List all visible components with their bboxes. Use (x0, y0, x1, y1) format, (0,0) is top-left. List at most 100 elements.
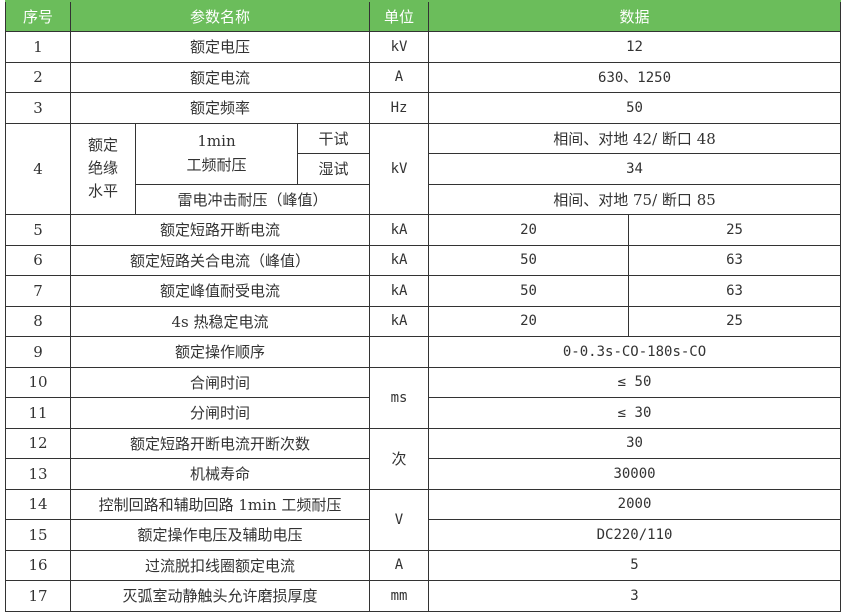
table-row-insulation-lightning: 雷电冲击耐压（峰值） 相间、对地 75/ 断口 85 (6, 183, 842, 215)
data-cell: 50 (428, 92, 842, 124)
row-number-cell: 1 (5, 31, 71, 63)
data-cell-left: 20 (428, 305, 630, 337)
data-cell: ≤ 50 (428, 366, 842, 398)
param-name-cell: 4s 热稳定电流 (69, 305, 371, 337)
table-row: 1 额定电压 kV 12 (5, 31, 842, 63)
data-cell: DC220/110 (428, 519, 842, 551)
param-name-cell: 额定短路开断电流 (69, 214, 371, 246)
data-cell: 0-0.3s-CO-180s-CO (428, 336, 842, 368)
row-number-cell: 7 (5, 275, 71, 307)
unit-cell: kV (369, 31, 430, 63)
table-row-insulation-dry: 4 额定 绝缘 水平 1min 工频耐压 干试 kV 相间、对地 42/ 断口 … (5, 122, 842, 215)
data-cell: 相间、对地 42/ 断口 48 (428, 122, 842, 154)
data-cell-left: 20 (428, 214, 630, 246)
data-cell: 30000 (428, 458, 842, 490)
data-cell-right: 63 (628, 275, 842, 307)
unit-cell: 次 (369, 427, 430, 490)
table-row: 14 控制回路和辅助回路 1min 工频耐压 V 2000 (5, 488, 842, 551)
data-cell-right: 63 (628, 244, 842, 276)
unit-cell: mm (369, 580, 430, 612)
table-row: 7 额定峰值耐受电流 kA 50 63 (5, 275, 842, 307)
param-name-cell: 控制回路和辅助回路 1min 工频耐压 (69, 488, 371, 520)
row-number-cell: 11 (5, 397, 71, 429)
unit-cell: ms (369, 366, 430, 429)
table-row: 10 合闸时间 ms ≤ 50 (5, 366, 842, 429)
param-name-cell: 机械寿命 (69, 458, 371, 490)
row-number-cell: 2 (5, 61, 71, 93)
param-name-cell: 额定频率 (69, 92, 371, 124)
unit-cell-empty (369, 336, 430, 368)
param-name-cell: 额定电流 (69, 61, 371, 93)
parameter-spec-table: 序号 参数名称 单位 数据 1 额定电压 kV 12 2 额定电流 A 630、… (5, 0, 842, 612)
row-number-cell: 10 (5, 366, 71, 398)
row-number-cell: 12 (5, 427, 71, 459)
param-name-cell: 合闸时间 (69, 366, 371, 398)
unit-cell: A (369, 549, 430, 581)
row-number-cell: 6 (5, 244, 71, 276)
data-cell: 12 (428, 31, 842, 63)
row-number-cell: 8 (5, 305, 71, 337)
row-number-cell: 13 (5, 458, 71, 490)
data-cell: 30 (428, 427, 842, 459)
param-name-cell: 额定峰值耐受电流 (69, 275, 371, 307)
data-cell: 630、1250 (428, 61, 842, 93)
row-number-cell: 4 (5, 122, 71, 215)
table-row: 15 额定操作电压及辅助电压 DC220/110 (5, 519, 842, 551)
data-cell-right: 25 (628, 214, 842, 246)
param-name-cell: 额定短路开断电流开断次数 (69, 427, 371, 459)
dry-test-label-cell: 干试 (296, 122, 371, 154)
data-cell-left: 50 (428, 244, 630, 276)
unit-cell: kA (369, 305, 430, 337)
table-row: 17 灭弧室动静触头允许磨损厚度 mm 3 (5, 580, 842, 612)
data-cell: 2000 (428, 488, 842, 520)
data-cell: 5 (428, 549, 842, 581)
unit-cell: kA (369, 275, 430, 307)
table-row: 12 额定短路开断电流开断次数 次 30 (5, 427, 842, 490)
lightning-impulse-label-cell: 雷电冲击耐压（峰值） (134, 183, 371, 215)
param-name-cell: 额定操作顺序 (69, 336, 371, 368)
unit-cell: V (369, 488, 430, 551)
row-number-cell: 14 (5, 488, 71, 520)
unit-cell: Hz (369, 92, 430, 124)
table-row: 3 额定频率 Hz 50 (5, 92, 842, 124)
row-number-cell: 17 (5, 580, 71, 612)
row-number-cell: 5 (5, 214, 71, 246)
table-row: 6 额定短路关合电流（峰值） kA 50 63 (5, 244, 842, 276)
table-row: 13 机械寿命 30000 (5, 458, 842, 490)
table-row: 16 过流脱扣线圈额定电流 A 5 (5, 549, 842, 581)
table-row: 9 额定操作顺序 0-0.3s-CO-180s-CO (5, 336, 842, 368)
table-row: 11 分闸时间 ≤ 30 (5, 397, 842, 429)
param-name-cell: 分闸时间 (69, 397, 371, 429)
wet-test-label-cell: 湿试 (296, 153, 371, 185)
power-freq-withstand-cell: 1min 工频耐压 (135, 122, 298, 185)
data-cell-right: 25 (628, 305, 842, 337)
param-name-cell: 额定操作电压及辅助电压 (69, 519, 371, 551)
unit-cell: kV (369, 122, 430, 215)
table-row: 2 额定电流 A 630、1250 (5, 61, 842, 93)
insulation-group-cell: 额定 绝缘 水平 (70, 122, 136, 215)
row-number-cell: 3 (5, 92, 71, 124)
row-number-cell: 15 (5, 519, 71, 551)
param-name-cell: 额定短路关合电流（峰值） (69, 244, 371, 276)
unit-cell: kA (369, 244, 430, 276)
data-cell: 相间、对地 75/ 断口 85 (428, 183, 842, 215)
table-row: 5 额定短路开断电流 kA 20 25 (5, 214, 842, 246)
header-row: 序号 参数名称 单位 数据 (5, 0, 842, 32)
unit-cell: A (369, 61, 430, 93)
data-cell: ≤ 30 (428, 397, 842, 429)
header-cell-unit: 单位 (369, 0, 430, 32)
param-name-cell: 额定电压 (69, 31, 371, 63)
header-cell-name: 参数名称 (69, 0, 371, 32)
unit-cell: kA (369, 214, 430, 246)
data-cell-left: 50 (428, 275, 630, 307)
row-number-cell: 16 (5, 549, 71, 581)
table-row: 8 4s 热稳定电流 kA 20 25 (5, 305, 842, 337)
table-row-insulation-wet: 湿试 34 (6, 153, 842, 185)
header-cell-no: 序号 (5, 0, 71, 32)
param-name-cell: 过流脱扣线圈额定电流 (69, 549, 371, 581)
data-cell: 34 (428, 153, 842, 185)
data-cell: 3 (428, 580, 842, 612)
header-cell-data: 数据 (428, 0, 842, 32)
param-name-cell: 灭弧室动静触头允许磨损厚度 (69, 580, 371, 612)
